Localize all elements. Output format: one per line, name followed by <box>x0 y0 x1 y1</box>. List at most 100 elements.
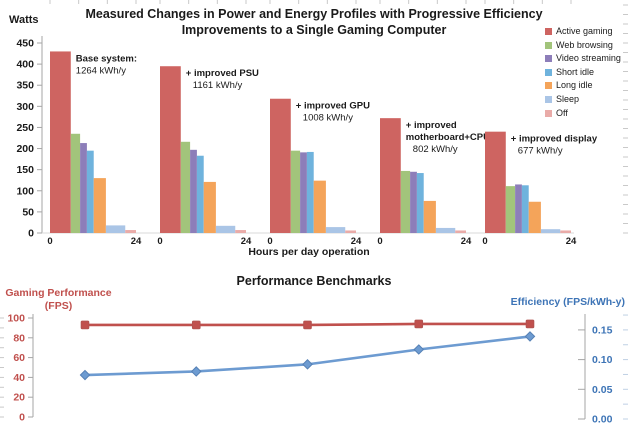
diamond-marker <box>190 366 202 377</box>
hours-tick-label: 24 <box>566 236 577 247</box>
hours-tick-label: 24 <box>131 236 142 247</box>
square-marker <box>303 320 312 330</box>
bar-short-idle <box>196 155 204 233</box>
watts-tick-label: 300 <box>16 101 34 113</box>
legend-swatch <box>545 68 552 76</box>
bar-long-idle <box>423 200 436 233</box>
hours-axis-label: Hours per day operation <box>248 246 370 258</box>
watts-tick-label: 400 <box>16 59 34 71</box>
top-chart-title-line2: Improvements to a Single Gaming Computer <box>181 23 447 37</box>
diamond-marker <box>79 369 91 381</box>
performance-benchmarks-plot: 0 20 40 60 80 100 0.00 0.05 0.10 0.15 <box>0 313 628 426</box>
group-label: + improved PSU <box>186 68 259 79</box>
legend-swatch <box>545 28 552 35</box>
efficiency-tick-label: 0.05 <box>592 384 613 396</box>
watts-tick-label: 0 <box>28 228 34 240</box>
watts-tick-label: 350 <box>16 80 34 92</box>
minor-tick-marks <box>0 314 628 420</box>
bar-long-idle <box>93 178 106 233</box>
legend-item-video-streaming: Video streaming <box>545 54 621 63</box>
watts-tick-label: 450 <box>16 38 34 50</box>
legend-item-active-gaming: Active gaming <box>545 27 621 36</box>
diamond-marker <box>302 359 313 370</box>
bar-off <box>455 230 466 233</box>
square-marker <box>414 319 424 329</box>
minor-tick-marks <box>49 0 628 234</box>
bar-long-idle <box>313 180 326 233</box>
bar-group-5: 0 24 <box>482 131 577 247</box>
bar-video-streaming <box>410 171 417 233</box>
legend-swatch <box>545 82 552 90</box>
watts-tick-label: 150 <box>16 164 34 176</box>
bar-video-streaming <box>80 143 87 233</box>
bar-sleep <box>105 225 126 233</box>
bar-video-streaming <box>300 152 307 233</box>
square-marker <box>191 320 201 330</box>
power-profile-plot: 0 50 100 150 200 250 300 350 400 450 0 24 Base syste… <box>16 0 628 247</box>
hours-tick-label: 0 <box>47 236 52 247</box>
group-energy-label: 802 kWh/y <box>413 144 458 155</box>
group-energy-label: 677 kWh/y <box>518 146 563 157</box>
bar-active-gaming <box>270 98 291 233</box>
fps-axis-label: Gaming Performance (FPS) <box>5 287 112 312</box>
bar-web-browsing <box>70 133 81 233</box>
legend-label: Short idle <box>556 66 595 77</box>
bar-off <box>235 230 246 233</box>
bar-web-browsing <box>505 186 516 233</box>
bar-sleep <box>435 227 456 233</box>
watts-tick-label: 100 <box>16 185 34 197</box>
legend-item-web-browsing: Web browsing <box>545 40 621 50</box>
watts-tick-label: 200 <box>16 143 34 155</box>
watts-tick-label: 250 <box>16 122 34 134</box>
bar-long-idle <box>528 201 541 233</box>
legend-swatch <box>545 41 552 49</box>
efficiency-tick-label: 0.15 <box>592 324 613 336</box>
group-energy-label: 1264 kWh/y <box>76 65 126 76</box>
bar-short-idle <box>521 185 529 233</box>
fps-tick-label: 80 <box>13 332 25 344</box>
hours-tick-label: 0 <box>482 236 487 247</box>
hours-tick-label: 0 <box>157 236 162 247</box>
legend-label: Active gaming <box>556 26 613 36</box>
bar-group-1: 0 24 <box>47 51 142 247</box>
bar-video-streaming <box>515 184 522 233</box>
bottom-chart-title: Performance Benchmarks <box>236 274 392 288</box>
bar-off <box>560 230 571 233</box>
efficiency-axis-label: Efficiency (FPS/kWh-y) <box>510 296 625 308</box>
hours-tick-label: 24 <box>241 236 252 247</box>
legend-item-long-idle: Long idle <box>545 81 621 90</box>
efficiency-axis: 0.00 0.05 0.10 0.15 <box>578 314 613 426</box>
bar-web-browsing <box>400 170 411 233</box>
legend-swatch <box>545 55 552 63</box>
efficiency-tick-label: 0.10 <box>592 354 613 366</box>
legend-label: Long idle <box>556 80 593 91</box>
bar-video-streaming <box>190 149 197 233</box>
bar-long-idle <box>203 181 216 233</box>
legend-swatch <box>545 95 552 103</box>
top-chart-title-line1: Measured Changes in Power and Energy Pro… <box>85 7 543 21</box>
fps-tick-label: 0 <box>19 412 25 424</box>
group-label: + improved GPU <box>296 101 370 112</box>
group-label: Base system: <box>76 53 137 64</box>
hours-tick-label: 24 <box>461 236 472 247</box>
group-energy-label: 1008 kWh/y <box>303 113 353 124</box>
fps-tick-label: 60 <box>13 352 25 364</box>
bar-active-gaming <box>160 66 181 233</box>
fps-tick-label: 20 <box>13 392 25 404</box>
bar-off <box>345 230 356 233</box>
hours-tick-label: 24 <box>351 236 362 247</box>
watts-tick-label: 50 <box>22 206 34 218</box>
legend-swatch <box>545 109 552 117</box>
legend: Active gaming Web browsing Video streaming… <box>545 27 621 122</box>
legend-label: Video streaming <box>556 53 621 64</box>
top-chart-title: Measured Changes in Power and Energy Pro… <box>40 6 588 38</box>
bar-active-gaming <box>50 51 71 233</box>
watts-axis-label: Watts <box>9 14 39 26</box>
legend-item-short-idle: Short idle <box>545 66 621 77</box>
bar-sleep <box>215 225 236 233</box>
bar-sleep <box>540 229 561 233</box>
